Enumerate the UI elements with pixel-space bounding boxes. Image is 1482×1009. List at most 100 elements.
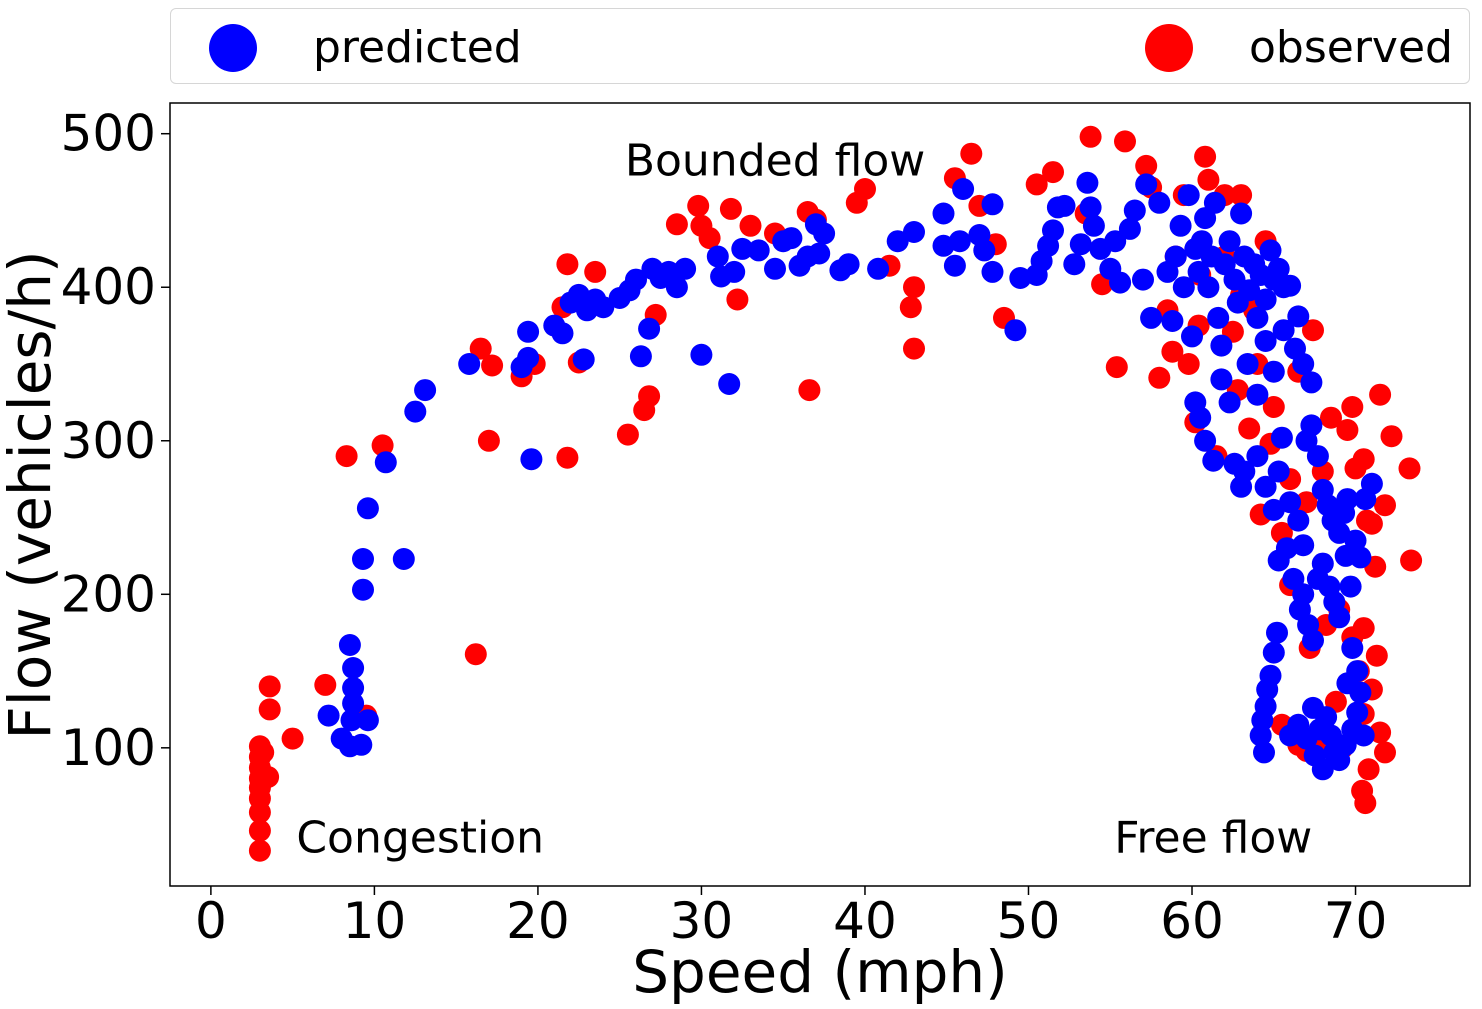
observed-point <box>1177 353 1200 375</box>
predicted-point <box>1207 306 1230 329</box>
observed-point <box>1238 417 1261 440</box>
observed-point <box>1320 406 1342 429</box>
predicted-point <box>1262 498 1285 521</box>
x-tick-label: 50 <box>997 892 1061 950</box>
observed-point <box>248 839 271 862</box>
x-tick-label: 70 <box>1324 892 1388 950</box>
predicted-point <box>404 400 427 423</box>
predicted-point <box>572 348 595 371</box>
predicted-point <box>1292 353 1315 375</box>
predicted-point <box>764 257 786 280</box>
predicted-point <box>723 260 746 283</box>
predicted-point <box>1210 334 1233 357</box>
observed-point <box>798 379 821 402</box>
observed-point <box>314 673 337 696</box>
predicted-point <box>1339 575 1362 598</box>
observed-point <box>687 194 710 217</box>
observed-point <box>726 288 749 311</box>
predicted-point <box>747 239 770 262</box>
predicted-point <box>903 221 925 243</box>
predicted-point <box>1336 672 1359 695</box>
predicted-point <box>1300 414 1323 437</box>
predicted-point <box>520 448 543 471</box>
observed-point <box>1302 319 1324 342</box>
predicted-point <box>1259 239 1282 262</box>
predicted-point <box>1177 184 1200 207</box>
annotation-label: Bounded flow <box>625 135 925 186</box>
observed-point <box>616 423 639 446</box>
predicted-point <box>350 733 373 756</box>
predicted-point <box>1164 245 1187 268</box>
predicted-point <box>638 317 661 340</box>
legend-predicted-label: predicted <box>313 22 522 73</box>
predicted-point <box>1203 191 1226 214</box>
predicted-point <box>1334 544 1357 567</box>
predicted-point <box>1004 319 1027 342</box>
predicted-point <box>1292 534 1315 557</box>
predicted-point <box>674 257 697 280</box>
observed-point <box>845 191 868 214</box>
observed-point <box>469 337 492 360</box>
plot-frame <box>169 102 1471 887</box>
legend: predicted observed <box>170 8 1470 84</box>
predicted-point <box>973 239 996 262</box>
predicted-point <box>1104 230 1127 253</box>
predicted-point <box>374 451 397 474</box>
predicted-point <box>458 353 481 375</box>
predicted-point <box>1352 724 1375 747</box>
predicted-point <box>1238 279 1261 302</box>
predicted-point <box>1279 491 1302 514</box>
predicted-point <box>1254 288 1277 311</box>
observed-point <box>1400 549 1423 572</box>
predicted-point <box>718 373 741 395</box>
predicted-point <box>1109 271 1132 294</box>
predicted-point <box>948 230 971 253</box>
predicted-point <box>1161 310 1184 332</box>
observed-point <box>1042 161 1064 184</box>
predicted-point <box>1210 368 1233 391</box>
observed-point <box>1197 168 1220 191</box>
observed-point <box>1194 145 1217 168</box>
predicted-point <box>1336 488 1359 511</box>
predicted-point <box>1279 274 1302 297</box>
observed-point <box>1398 457 1421 480</box>
observed-point <box>1357 758 1380 781</box>
predicted-point <box>392 548 415 570</box>
x-tick-label: 20 <box>506 892 570 950</box>
predicted-point <box>356 497 379 520</box>
observed-point <box>638 385 661 408</box>
x-tick-label: 10 <box>343 892 407 950</box>
predicted-point <box>1254 330 1277 352</box>
predicted-point <box>1218 230 1241 253</box>
predicted-point <box>1233 460 1256 483</box>
predicted-point <box>1328 521 1351 544</box>
observed-point <box>1352 617 1375 640</box>
predicted-point <box>1254 475 1277 498</box>
predicted-point <box>1197 276 1220 299</box>
observed-point <box>1365 644 1388 667</box>
y-tick-label: 400 <box>61 258 156 316</box>
predicted-point <box>1346 701 1369 724</box>
observed-point <box>556 253 579 276</box>
observed-point <box>1341 396 1364 418</box>
observed-point <box>903 337 925 360</box>
x-tick-label: 60 <box>1160 892 1224 950</box>
predicted-point <box>665 276 688 299</box>
observed-point <box>1354 792 1377 815</box>
predicted-point <box>943 254 966 277</box>
observed-point <box>258 698 281 721</box>
predicted-point <box>1172 276 1195 299</box>
predicted-point <box>414 379 437 402</box>
observed-point <box>1114 130 1136 153</box>
predicted-point <box>1202 449 1225 472</box>
observed-point <box>1380 425 1403 448</box>
predicted-point <box>1118 217 1141 240</box>
predicted-point <box>1082 214 1105 237</box>
predicted-point <box>1042 219 1064 242</box>
x-axis-label: Speed (mph) <box>632 938 1008 1006</box>
predicted-point <box>1341 637 1364 659</box>
predicted-point <box>1306 445 1329 468</box>
predicted-point <box>808 242 831 265</box>
annotation-label: Congestion <box>296 812 544 863</box>
